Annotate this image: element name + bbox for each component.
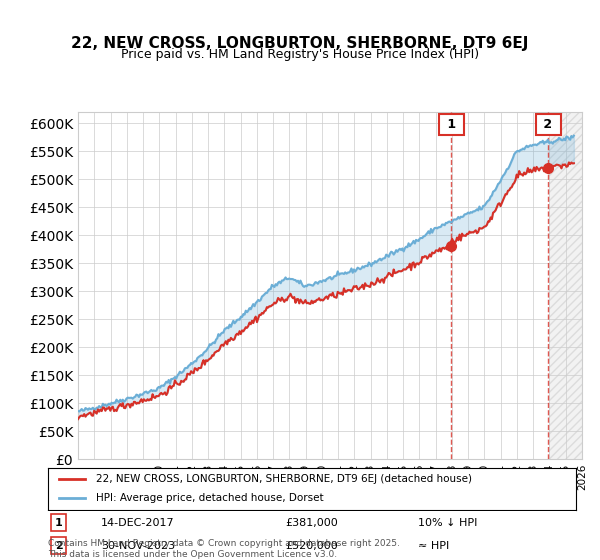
Text: 1: 1: [443, 118, 460, 131]
Text: 1: 1: [55, 518, 62, 528]
Text: 30-NOV-2023: 30-NOV-2023: [101, 541, 175, 550]
Text: 10% ↓ HPI: 10% ↓ HPI: [418, 518, 477, 528]
Text: Contains HM Land Registry data © Crown copyright and database right 2025.
This d: Contains HM Land Registry data © Crown c…: [48, 539, 400, 559]
Text: Price paid vs. HM Land Registry's House Price Index (HPI): Price paid vs. HM Land Registry's House …: [121, 48, 479, 60]
Text: ≈ HPI: ≈ HPI: [418, 541, 449, 550]
Text: 22, NEW CROSS, LONGBURTON, SHERBORNE, DT9 6EJ: 22, NEW CROSS, LONGBURTON, SHERBORNE, DT…: [71, 36, 529, 52]
Bar: [550, 112, 582, 459]
Text: 22, NEW CROSS, LONGBURTON, SHERBORNE, DT9 6EJ (detached house): 22, NEW CROSS, LONGBURTON, SHERBORNE, DT…: [95, 474, 472, 484]
Text: £381,000: £381,000: [286, 518, 338, 528]
Text: HPI: Average price, detached house, Dorset: HPI: Average price, detached house, Dors…: [95, 493, 323, 503]
Text: 14-DEC-2017: 14-DEC-2017: [101, 518, 175, 528]
Text: £520,000: £520,000: [286, 541, 338, 550]
Text: 2: 2: [539, 118, 557, 131]
Text: 2: 2: [55, 541, 62, 550]
